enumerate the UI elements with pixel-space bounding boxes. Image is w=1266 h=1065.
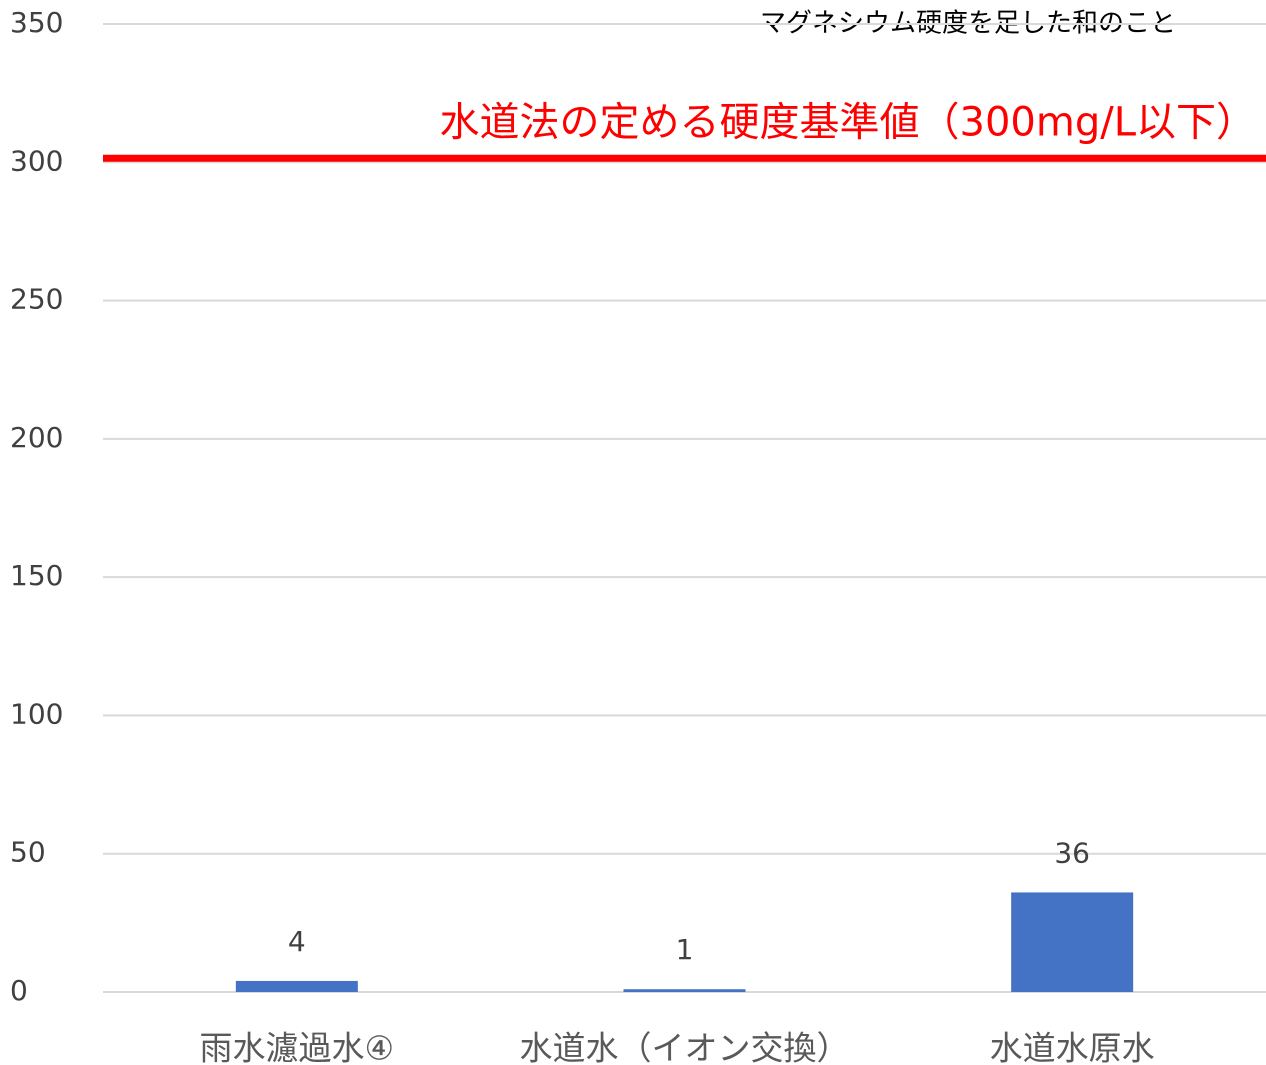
y-tick-label: 150 — [10, 559, 63, 592]
value-label: 1 — [676, 933, 694, 966]
y-tick-label: 300 — [10, 144, 63, 177]
value-label: 4 — [288, 925, 306, 958]
y-tick-label: 100 — [10, 697, 63, 730]
x-tick-label: 雨水濾過水④ — [200, 1029, 395, 1065]
x-tick-label: 水道水原水 — [990, 1029, 1155, 1065]
bar — [235, 980, 358, 992]
y-tick-label: 50 — [10, 836, 46, 869]
bar — [623, 989, 746, 992]
y-tick-label: 200 — [10, 421, 63, 454]
reference-label: 水道法の定める硬度基準値（300mg/L以下） — [440, 99, 1256, 145]
y-tick-label: 250 — [10, 283, 63, 316]
y-tick-label: 350 — [10, 6, 63, 39]
y-tick-label: 0 — [10, 974, 28, 1007]
bar — [1011, 892, 1134, 992]
x-tick-label: 水道水（イオン交換） — [520, 1029, 850, 1065]
value-label: 36 — [1054, 836, 1090, 869]
